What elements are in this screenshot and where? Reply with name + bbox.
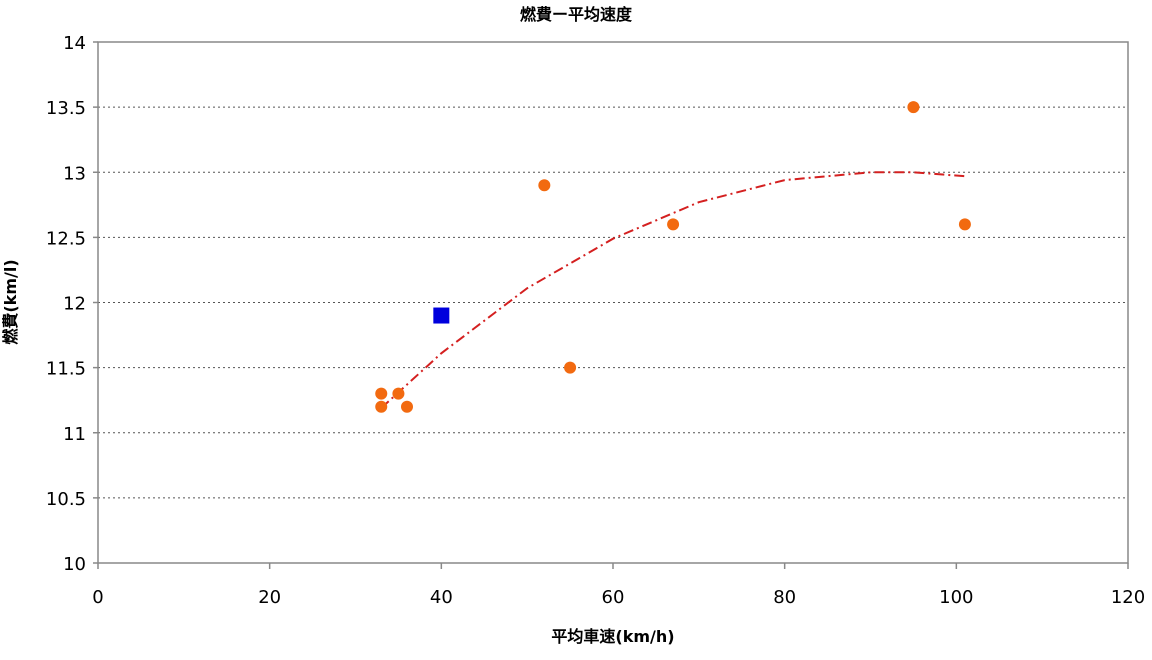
trendline-path (380, 171, 965, 409)
data-point-square (433, 307, 450, 324)
y-tick-label: 10 (63, 554, 86, 575)
data-point-circle (401, 400, 413, 413)
x-axis-label: 平均車速(km/h) (551, 627, 674, 646)
data-point-circle (392, 387, 405, 400)
y-tick-label: 14 (63, 33, 86, 54)
trendline (380, 171, 965, 409)
x-tick-label: 40 (430, 587, 453, 608)
chart-title: 燃費ー平均速度 (520, 5, 633, 24)
x-tick-label: 60 (602, 587, 625, 608)
data-point-circle (564, 361, 577, 374)
data-point-circle (538, 179, 551, 192)
x-tick-label: 0 (92, 587, 103, 608)
y-tick-label: 13 (63, 163, 86, 184)
y-tick-label: 10.5 (46, 489, 86, 510)
y-tick-label: 11.5 (46, 359, 86, 380)
data-point-circle (958, 218, 971, 231)
x-tick-label: 80 (773, 587, 796, 608)
data-point-circle (375, 387, 388, 400)
data-point-circle (667, 218, 680, 231)
y-tick-label: 11 (63, 424, 86, 445)
grid-lines (98, 106, 1128, 499)
y-axis-label: 燃費(km/l) (1, 259, 20, 344)
x-tick-label: 20 (258, 587, 281, 608)
data-points (375, 101, 971, 413)
x-tick-label: 100 (939, 587, 973, 608)
axis-ticks: 10 10.5 11 11.5 12 12.5 13 13.5 14 0 20 40 60 80 100 12… (46, 33, 1145, 608)
x-tick-label: 120 (1111, 587, 1145, 608)
y-tick-label: 12.5 (46, 228, 86, 249)
y-tick-label: 13.5 (46, 98, 86, 119)
y-tick-label: 12 (63, 294, 86, 315)
data-point-circle (907, 101, 920, 114)
data-point-circle (375, 400, 388, 413)
